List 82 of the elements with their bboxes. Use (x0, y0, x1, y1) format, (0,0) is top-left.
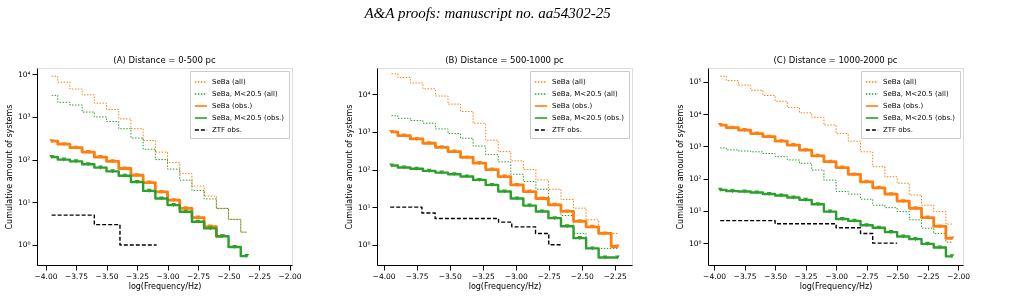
point (876, 225, 882, 230)
point (464, 155, 470, 160)
point (477, 177, 482, 182)
point (913, 237, 918, 242)
y-axis-title: Cumulative amount of systems (344, 104, 354, 230)
point (791, 195, 796, 200)
point (98, 155, 103, 160)
point (232, 244, 237, 249)
point (730, 189, 735, 194)
point (590, 224, 595, 229)
point (110, 169, 115, 174)
point (602, 255, 608, 260)
point (778, 139, 784, 144)
point (564, 209, 570, 214)
point (852, 218, 857, 223)
point (171, 203, 176, 208)
point (49, 155, 54, 160)
point (195, 215, 201, 220)
point (717, 123, 723, 128)
point (742, 128, 747, 133)
x-axis-title: log(Frequency/Hz) (468, 282, 542, 291)
point (552, 202, 558, 207)
point (876, 185, 882, 190)
point (552, 216, 558, 221)
point (577, 219, 583, 224)
point (815, 153, 821, 158)
point (803, 148, 808, 153)
point (717, 187, 723, 192)
point (864, 179, 869, 184)
point (803, 197, 808, 202)
point (439, 145, 445, 150)
chart-title: (B) Distance = 500-1000 pc (445, 54, 565, 65)
point (564, 224, 570, 229)
point (134, 173, 140, 178)
text: A&A proofs: manuscript no. aa54302-25 (363, 5, 612, 21)
point (742, 189, 747, 194)
point (171, 198, 176, 203)
point (900, 199, 906, 204)
point (61, 142, 67, 147)
point (888, 230, 894, 235)
y-axis-title: Cumulative amount of systems (4, 104, 14, 230)
point (85, 162, 91, 167)
point (49, 139, 54, 144)
point (451, 172, 457, 177)
point (414, 136, 419, 141)
point (577, 236, 583, 241)
point (949, 236, 955, 241)
point (791, 143, 796, 148)
point (159, 189, 164, 194)
point (73, 159, 79, 164)
point (426, 141, 432, 146)
point (615, 255, 620, 260)
point (244, 254, 250, 259)
x-axis-title: log(Frequency/Hz) (799, 282, 873, 291)
x-axis-title: log(Frequency/Hz) (128, 282, 202, 291)
point (815, 202, 821, 207)
point (477, 161, 482, 166)
chart-title: (A) Distance = 0-500 pc (113, 54, 216, 65)
point (925, 241, 930, 246)
point (414, 166, 419, 171)
point (426, 168, 432, 173)
point (839, 216, 845, 222)
point (864, 223, 869, 228)
point (85, 150, 91, 155)
point (949, 254, 955, 259)
point (539, 209, 545, 214)
point (389, 129, 394, 134)
point (937, 224, 943, 229)
point (888, 192, 894, 197)
point (122, 166, 128, 171)
point (110, 159, 115, 164)
point (615, 244, 620, 249)
y-axis-title: Cumulative amount of systems (675, 104, 685, 230)
point (539, 196, 545, 201)
point (389, 163, 394, 168)
point (514, 196, 520, 201)
chart-title: (C) Distance = 1000-2000 pc (773, 54, 898, 65)
point (778, 193, 784, 198)
point (159, 196, 164, 201)
point (146, 188, 152, 193)
point (913, 206, 918, 211)
point (852, 172, 857, 177)
